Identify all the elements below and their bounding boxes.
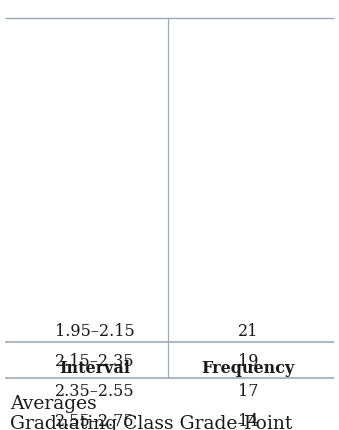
Text: 14: 14 [238,413,258,430]
Text: 17: 17 [238,383,258,400]
Text: 1.95–2.15: 1.95–2.15 [55,323,135,340]
Text: 19: 19 [238,353,258,370]
Text: Averages: Averages [10,395,97,413]
Text: Interval: Interval [60,360,131,377]
Text: 2.35–2.55: 2.35–2.55 [55,383,135,400]
Text: 2.55–2.75: 2.55–2.75 [55,413,135,430]
Text: 21: 21 [238,323,258,340]
Text: 2.15–2.35: 2.15–2.35 [55,353,135,370]
Text: Frequency: Frequency [201,360,295,377]
Text: Graduating Class Grade-Point: Graduating Class Grade-Point [10,415,292,430]
